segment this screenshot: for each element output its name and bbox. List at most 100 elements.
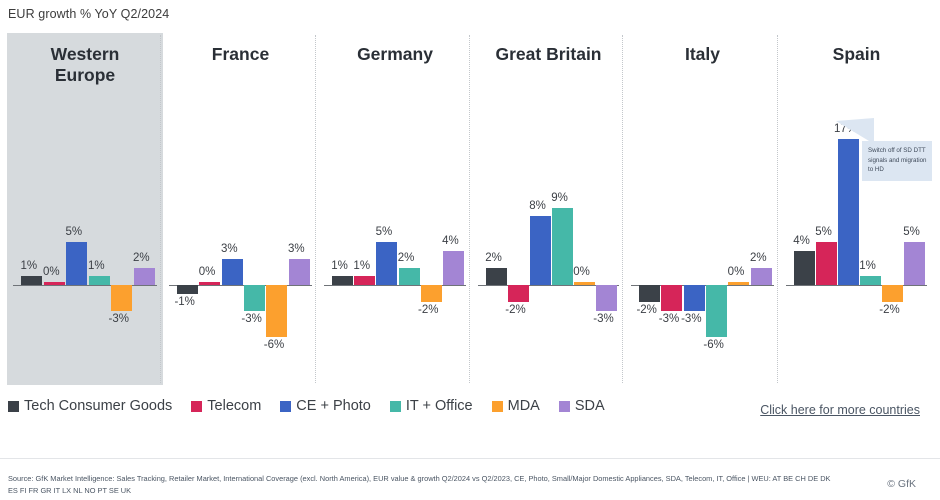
bar-group: 2% -2% 8% 9% 0% -3% bbox=[472, 33, 625, 385]
legend-swatch-icon bbox=[558, 400, 570, 412]
bar-value-label: 5% bbox=[65, 226, 83, 238]
chart-panel-western-europe: Western Europe 1% 0% 5% 1% -3% 2% bbox=[7, 33, 163, 385]
bar[interactable] bbox=[882, 285, 903, 303]
bar[interactable] bbox=[244, 285, 265, 311]
bar-value-label: 0% bbox=[198, 266, 216, 278]
source-note: Source: GfK Market Intelligence: Sales T… bbox=[8, 474, 831, 495]
bar-slot: 5% bbox=[376, 33, 398, 385]
bar-value-label: -3% bbox=[593, 312, 614, 325]
bar-value-label: 3% bbox=[221, 243, 238, 256]
bar-value-label: 3% bbox=[288, 243, 305, 256]
chart-panel-germany: Germany 1% 1% 5% 2% -2% 4% bbox=[318, 33, 472, 385]
bar[interactable] bbox=[288, 259, 310, 285]
legend-label: Tech Consumer Goods bbox=[24, 398, 173, 414]
panel-title: Italy bbox=[684, 44, 721, 64]
bar-value-label: 1% bbox=[353, 260, 371, 273]
bar[interactable] bbox=[66, 242, 87, 285]
bar-slot: 2% bbox=[398, 33, 420, 385]
bar-slot: 4% bbox=[793, 33, 815, 385]
bar-value-label: 2% bbox=[750, 251, 767, 264]
bar-value-label: -3% bbox=[108, 312, 129, 325]
bar[interactable] bbox=[43, 282, 65, 285]
bar[interactable] bbox=[133, 267, 155, 285]
legend-label: MDA bbox=[507, 398, 540, 414]
bar[interactable] bbox=[750, 267, 772, 285]
bar-slot: 8% bbox=[529, 33, 551, 385]
bar[interactable] bbox=[177, 285, 199, 294]
bar[interactable] bbox=[420, 285, 442, 303]
bar[interactable] bbox=[904, 242, 925, 285]
bar-slot: 17% bbox=[834, 33, 859, 385]
bar-value-label: 5% bbox=[903, 226, 920, 238]
callout-annotation: Switch off of SD DTT signals and migrati… bbox=[862, 141, 932, 181]
more-countries-link[interactable]: Click here for more countries bbox=[760, 403, 920, 417]
bar[interactable] bbox=[442, 250, 464, 285]
bar-value-label: 0% bbox=[573, 266, 590, 278]
legend-swatch-icon bbox=[191, 400, 203, 412]
legend-item[interactable]: MDA bbox=[491, 398, 540, 414]
bar-slot: 1% bbox=[88, 33, 110, 385]
bar[interactable] bbox=[266, 285, 288, 337]
legend-item[interactable]: IT + Office bbox=[389, 398, 473, 414]
bar-group: 1% 0% 5% 1% -3% 2% bbox=[7, 33, 163, 385]
bar[interactable] bbox=[530, 216, 551, 285]
bar-slot: -6% bbox=[703, 33, 727, 385]
bar[interactable] bbox=[331, 276, 353, 285]
legend-item[interactable]: SDA bbox=[558, 398, 605, 414]
page-title: EUR growth % YoY Q2/2024 bbox=[8, 7, 170, 21]
bar[interactable] bbox=[552, 207, 573, 285]
panel-plot-area: 1% 0% 5% 1% -3% 2% bbox=[7, 33, 163, 385]
chart-panel-france: France -1% 0% 3% -3% -6% 3% bbox=[163, 33, 318, 385]
bar-slot: 3% bbox=[221, 33, 243, 385]
bar-value-label: 4% bbox=[442, 234, 459, 247]
bar[interactable] bbox=[639, 285, 661, 303]
panel-title: Western Europe bbox=[50, 44, 120, 85]
bar[interactable] bbox=[398, 267, 420, 285]
bar[interactable] bbox=[21, 276, 42, 285]
bar[interactable] bbox=[354, 276, 376, 285]
bar[interactable] bbox=[683, 285, 705, 311]
bar-value-label: 9% bbox=[551, 191, 568, 204]
bar[interactable] bbox=[661, 285, 683, 311]
bar-slot: 3% bbox=[288, 33, 310, 385]
bar-slot: 2% bbox=[485, 33, 507, 385]
bar[interactable] bbox=[728, 282, 750, 285]
legend-swatch-icon bbox=[8, 400, 19, 412]
legend-item[interactable]: Telecom bbox=[191, 398, 261, 414]
legend-item[interactable]: Tech Consumer Goods bbox=[8, 398, 172, 414]
bar[interactable] bbox=[706, 285, 727, 337]
bar-slot: 9% bbox=[551, 33, 573, 385]
bar-value-label: 1% bbox=[20, 260, 38, 273]
bar-slot: 0% bbox=[573, 33, 595, 385]
bar[interactable] bbox=[794, 250, 815, 285]
bar[interactable] bbox=[376, 242, 398, 285]
chart-panel-italy: Italy -2% -3% -3% -6% 0% 2% bbox=[625, 33, 780, 385]
bar-value-label: 2% bbox=[485, 251, 502, 264]
panel-divider bbox=[469, 35, 470, 383]
bar-value-label: -1% bbox=[174, 295, 195, 308]
zero-axis-line bbox=[478, 285, 619, 286]
bar[interactable] bbox=[486, 267, 507, 285]
zero-axis-line bbox=[13, 285, 157, 286]
legend-swatch-icon bbox=[280, 400, 292, 412]
bar[interactable] bbox=[508, 285, 529, 303]
bar[interactable] bbox=[199, 282, 221, 285]
bar-value-label: 4% bbox=[793, 234, 810, 247]
bar[interactable] bbox=[221, 259, 243, 285]
bar[interactable] bbox=[860, 276, 881, 285]
bar-value-label: 0% bbox=[727, 266, 745, 278]
bar-value-label: -3% bbox=[681, 312, 702, 325]
chart-panel-spain: Spain 4% 5% 17% 1% -2% 5% bbox=[780, 33, 933, 385]
bar[interactable] bbox=[816, 242, 837, 285]
bar-slot: -2% bbox=[418, 33, 442, 385]
bar-value-label: -2% bbox=[418, 304, 439, 317]
bar-group: 4% 5% 17% 1% -2% 5% bbox=[780, 33, 933, 385]
bar[interactable] bbox=[596, 285, 617, 311]
legend-item[interactable]: CE + Photo bbox=[280, 398, 371, 414]
bar[interactable] bbox=[111, 285, 132, 311]
bar[interactable] bbox=[574, 282, 595, 285]
bar[interactable] bbox=[88, 276, 110, 285]
bar-slot: -2% bbox=[636, 33, 661, 385]
bar[interactable] bbox=[838, 138, 859, 285]
